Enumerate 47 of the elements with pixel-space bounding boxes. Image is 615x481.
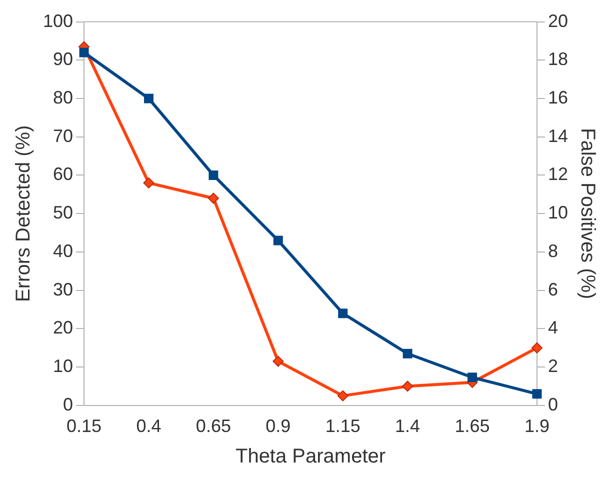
y2-tick-label: 4 bbox=[548, 318, 558, 338]
y-axis-title: Errors Detected (%) bbox=[12, 125, 35, 302]
y-tick-label: 80 bbox=[53, 87, 74, 108]
x-tick-label: 0.4 bbox=[136, 416, 162, 436]
x-tick-label: 1.4 bbox=[395, 416, 420, 436]
y-tick-label: 40 bbox=[53, 240, 74, 261]
x-tick-label: 0.65 bbox=[196, 416, 231, 436]
y2-tick-label: 18 bbox=[548, 49, 568, 70]
point bbox=[208, 170, 218, 180]
y2-tick-label: 16 bbox=[548, 87, 568, 108]
y-tick-label: 10 bbox=[53, 356, 74, 376]
y-tick-label: 0 bbox=[63, 394, 74, 414]
y2-tick-label: 0 bbox=[548, 394, 558, 414]
y2-tick-label: 8 bbox=[548, 240, 558, 261]
y2-tick-label: 12 bbox=[548, 164, 568, 184]
y2-tick-label: 20 bbox=[548, 10, 568, 31]
x-tick-label: 1.65 bbox=[454, 416, 490, 436]
point bbox=[144, 94, 154, 104]
y-tick-label: 90 bbox=[53, 49, 74, 70]
point bbox=[338, 308, 348, 318]
x-tick-label: 1.15 bbox=[325, 416, 360, 436]
point bbox=[79, 48, 89, 58]
point bbox=[532, 389, 542, 399]
y-tick-label: 30 bbox=[53, 279, 74, 300]
y-tick-label: 20 bbox=[53, 318, 74, 338]
x-axis-title: Theta Parameter bbox=[235, 446, 386, 468]
point bbox=[402, 348, 412, 358]
y2-tick-label: 14 bbox=[548, 126, 568, 146]
y2-tick-label: 2 bbox=[548, 356, 558, 376]
y2-tick-label: 10 bbox=[548, 202, 568, 223]
y2-axis-title: False Positives (%) bbox=[576, 128, 598, 300]
point bbox=[143, 177, 154, 188]
y-tick-label: 70 bbox=[53, 126, 74, 146]
y-tick-label: 60 bbox=[53, 164, 74, 184]
point bbox=[531, 342, 542, 354]
x-tick-label: 0.9 bbox=[266, 416, 291, 436]
point bbox=[272, 356, 284, 367]
y-tick-label: 100 bbox=[42, 10, 74, 31]
point bbox=[273, 236, 283, 246]
point bbox=[468, 372, 478, 382]
point bbox=[337, 390, 348, 402]
point bbox=[402, 380, 414, 392]
x-tick-label: 0.15 bbox=[66, 416, 102, 436]
x-tick-label: 1.9 bbox=[524, 416, 550, 436]
point bbox=[208, 192, 219, 204]
y2-tick-label: 6 bbox=[548, 279, 558, 300]
y-tick-label: 50 bbox=[53, 202, 74, 223]
